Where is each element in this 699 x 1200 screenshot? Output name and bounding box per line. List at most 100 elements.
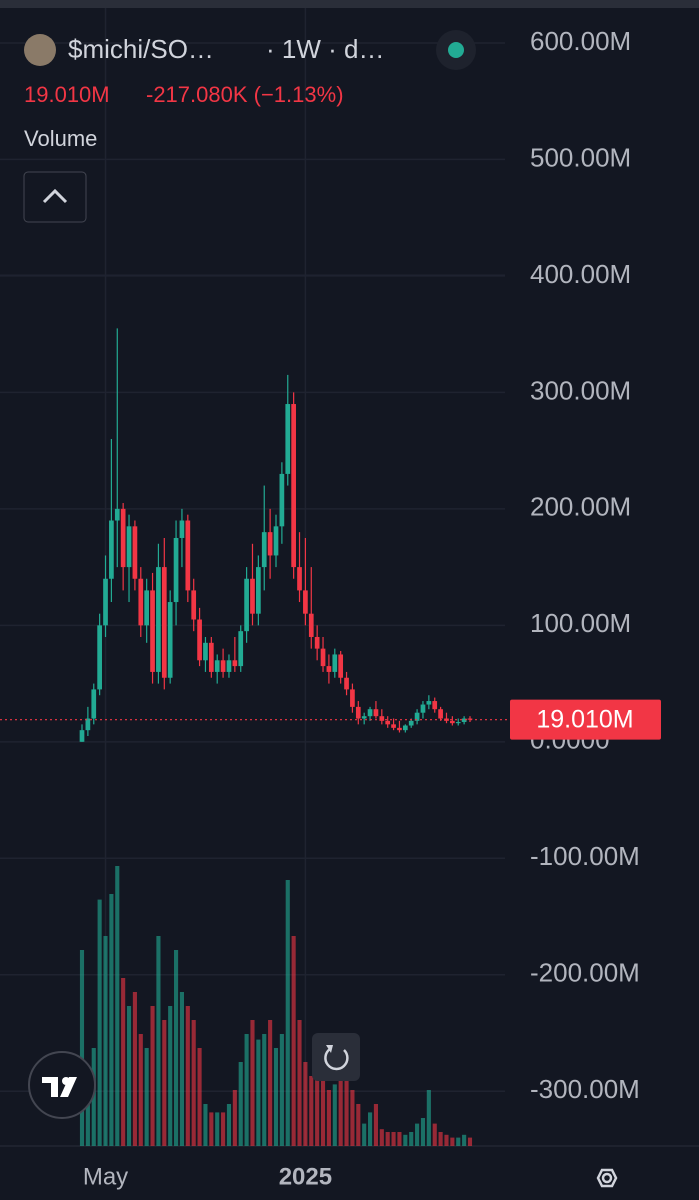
volume-bar — [174, 950, 179, 1146]
y-tick-label: 300.00M — [530, 375, 631, 405]
candle-body — [414, 712, 420, 721]
candle-body — [120, 508, 126, 568]
candle-body — [355, 706, 361, 719]
volume-bar — [344, 1076, 349, 1146]
volume-bar — [85, 1090, 90, 1146]
candle-body — [455, 722, 461, 724]
volume-bar — [438, 1132, 443, 1146]
y-tick-label: 600.00M — [530, 26, 631, 56]
volume-bar — [197, 1048, 202, 1146]
volume-bar — [415, 1123, 420, 1146]
candle-body — [450, 720, 455, 724]
reset-arrow — [326, 1045, 333, 1053]
candle-body — [132, 526, 138, 579]
last-price-box — [510, 699, 661, 740]
volume-bar — [150, 1006, 155, 1146]
candle-body — [308, 613, 314, 637]
candle-body — [167, 602, 173, 678]
volume-bar — [279, 1034, 284, 1146]
volume-bar — [97, 899, 102, 1146]
candle-body — [461, 718, 467, 723]
candle-body — [126, 526, 132, 568]
candle-body — [179, 520, 185, 538]
candle-body — [91, 689, 97, 719]
volume-bar — [232, 1090, 237, 1146]
candle-body — [156, 567, 161, 672]
volume-bar — [420, 1118, 426, 1146]
candle-body — [397, 727, 402, 731]
reset-icon — [324, 1047, 349, 1071]
candle-body — [138, 578, 144, 626]
candle-body — [109, 520, 114, 579]
candle-body — [432, 701, 438, 710]
candle-body — [320, 648, 326, 667]
volume-bar — [362, 1123, 367, 1146]
y-tick-label: 200.00M — [530, 492, 631, 522]
x-tick-label: May — [83, 1163, 128, 1190]
y-tick-label: -300.00M — [530, 1074, 640, 1104]
volume-bar — [250, 1020, 255, 1146]
volume-bar — [338, 1076, 343, 1146]
volume-bar — [391, 1132, 396, 1146]
reset-button[interactable] — [312, 1033, 360, 1081]
volume-bar — [262, 1034, 267, 1146]
volume-bar — [221, 1112, 226, 1146]
volume-bar — [379, 1129, 384, 1146]
last-price-label: 19.010M — [536, 705, 633, 733]
tradingview-logo[interactable] — [28, 1051, 96, 1119]
volume-bar — [426, 1090, 431, 1146]
volume-bar — [450, 1137, 455, 1146]
settings-button[interactable] — [596, 1168, 618, 1188]
y-tick-label: -100.00M — [530, 841, 640, 871]
pane-label: Volume — [24, 126, 97, 151]
candle-body — [285, 404, 291, 474]
candle-body — [85, 718, 91, 731]
volume-bar — [191, 1020, 196, 1146]
volume-bar — [238, 1062, 243, 1146]
y-tick-label: 500.00M — [530, 142, 631, 172]
volume-bar — [456, 1137, 461, 1146]
volume-bar — [79, 950, 85, 1146]
volume-bar — [268, 1020, 273, 1146]
volume-bar — [121, 978, 126, 1146]
candle-body — [226, 660, 232, 672]
candle-body — [303, 590, 308, 614]
volume-bar — [309, 1076, 314, 1146]
volume-bar — [303, 1062, 308, 1146]
volume-bar — [315, 1062, 320, 1146]
volume-bar — [115, 866, 120, 1146]
candle-body — [97, 625, 102, 690]
price-change: -217.080K (−1.13%) — [146, 82, 344, 107]
candle-body — [267, 532, 273, 556]
volume-bar — [368, 1112, 373, 1146]
candle-body — [279, 473, 285, 527]
candle-body — [385, 720, 391, 725]
volume-bar — [332, 1084, 337, 1146]
symbol-avatar — [24, 34, 56, 66]
candle-body — [379, 716, 385, 721]
volume-bar — [356, 1104, 361, 1146]
x-tick-label: 2025 — [279, 1163, 332, 1190]
top-bar — [0, 0, 699, 8]
candle-body — [373, 709, 379, 717]
candle-body — [220, 660, 226, 672]
interval: · 1W · d… — [266, 34, 384, 64]
candle-body — [197, 619, 202, 661]
candle-body — [79, 730, 85, 742]
volume-bar — [444, 1134, 449, 1146]
y-tick-label: 400.00M — [530, 259, 631, 289]
volume-bar — [209, 1112, 214, 1146]
candle-body — [238, 631, 244, 667]
volume-bar — [256, 1039, 261, 1146]
collapse-button[interactable] — [23, 171, 87, 223]
gear-icon — [596, 1168, 618, 1188]
volume-bar — [409, 1132, 414, 1146]
volume-bar — [244, 1034, 249, 1146]
volume-bar — [109, 894, 114, 1146]
volume-bar — [203, 1104, 208, 1146]
candle-body — [232, 660, 238, 667]
candle-body — [314, 636, 320, 649]
status-dot — [448, 42, 464, 58]
button-frame — [312, 1033, 360, 1081]
